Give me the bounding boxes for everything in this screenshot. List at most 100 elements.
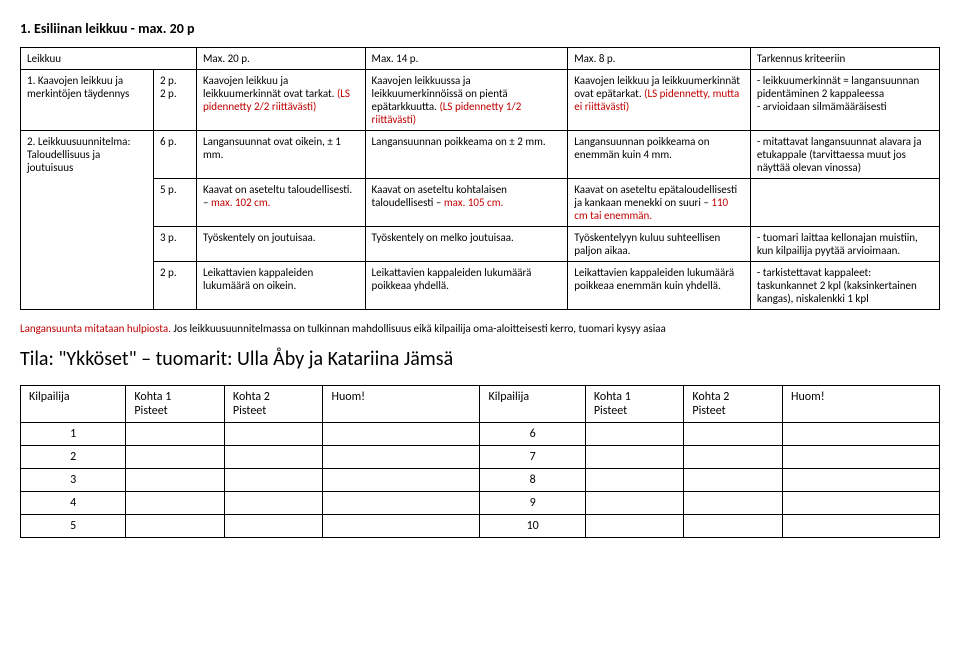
score-cell xyxy=(126,515,225,538)
score-cell xyxy=(684,423,783,446)
score-cell xyxy=(585,423,684,446)
row3-c5 xyxy=(750,179,939,227)
header-leikkuu: Leikkuu xyxy=(21,48,154,70)
sh-k1-1b: Pisteet xyxy=(134,404,167,418)
row2-c3: Langansuunnan poikkeama on ± 2 mm. xyxy=(365,131,568,179)
score-cell xyxy=(684,469,783,492)
row1-c4: Kaavojen leikkuu ja leikkuumerkinnät ova… xyxy=(568,70,751,131)
row5-c4: Leikattavien kappaleiden lukumäärä poikk… xyxy=(568,262,751,310)
score-cell xyxy=(323,469,480,492)
score-row: 4 xyxy=(21,492,126,515)
row5-c2: Leikattavien kappaleiden lukumäärä on oi… xyxy=(197,262,366,310)
row2-c4: Langansuunnan poikkeama on enemmän kuin … xyxy=(568,131,751,179)
score-row: 2 xyxy=(21,446,126,469)
score-cell xyxy=(224,423,323,446)
score-cell xyxy=(224,492,323,515)
row3-c4: Kaavat on aseteltu epätaloudellisesti ja… xyxy=(568,179,751,227)
sh-huom-2: Huom! xyxy=(783,386,940,423)
score-cell xyxy=(585,492,684,515)
row2-label: 2. Leikkuusuunnitelma: Taloudellisuus ja… xyxy=(21,131,154,310)
score-cell xyxy=(585,515,684,538)
sh-k1-2a: Kohta 1 xyxy=(594,390,631,404)
score-cell xyxy=(585,446,684,469)
row1-c2a: Kaavojen leikkuu ja leikkuumerkinnät ova… xyxy=(203,74,334,100)
score-cell xyxy=(126,492,225,515)
sh-kilpailija-2: Kilpailija xyxy=(480,386,585,423)
score-cell xyxy=(585,469,684,492)
score-cell xyxy=(684,515,783,538)
row1-label: 1. Kaavojen leikkuu ja merkintöjen täyde… xyxy=(21,70,154,131)
row1-c1a: 2 p. xyxy=(160,74,190,87)
sh-huom-1: Huom! xyxy=(323,386,480,423)
row2-c5: mitattavat langansuunnat alavara ja etuk… xyxy=(750,131,939,179)
score-row: 9 xyxy=(480,492,585,515)
row2-c5-1: mitattavat langansuunnat alavara ja etuk… xyxy=(757,135,933,174)
row4-pts: 3 p. xyxy=(154,227,197,262)
score-table: Kilpailija Kohta 1 Pisteet Kohta 2 Piste… xyxy=(20,385,940,538)
score-cell xyxy=(126,469,225,492)
row5-c5: tarkistettavat kappaleet: taskunkannet 2… xyxy=(750,262,939,310)
score-cell xyxy=(783,469,940,492)
sh-k2-2: Kohta 2 Pisteet xyxy=(684,386,783,423)
score-cell xyxy=(783,492,940,515)
row1-c1b: 2 p. xyxy=(160,87,190,100)
score-row: 7 xyxy=(480,446,585,469)
header-tarkennus: Tarkennus kriteeriin xyxy=(750,48,939,70)
score-cell xyxy=(684,492,783,515)
score-row: 1 xyxy=(21,423,126,446)
score-cell xyxy=(323,492,480,515)
row5-pts: 2 p. xyxy=(154,262,197,310)
sh-kilpailija-1: Kilpailija xyxy=(21,386,126,423)
header-blank xyxy=(154,48,197,70)
score-cell xyxy=(323,446,480,469)
header-max8: Max. 8 p. xyxy=(568,48,751,70)
page-title: 1. Esiliinan leikkuu - max. 20 p xyxy=(20,20,940,37)
row3-c2b: max. 102 cm. xyxy=(211,196,270,209)
footnote-b: Jos leikkuusuunnitelmassa on tulkinnan m… xyxy=(173,322,665,335)
score-row: 6 xyxy=(480,423,585,446)
score-row: 8 xyxy=(480,469,585,492)
row1-c5-2: arvioidaan silmämääräisesti xyxy=(757,100,933,113)
score-cell xyxy=(224,515,323,538)
score-cell xyxy=(323,515,480,538)
score-cell xyxy=(126,446,225,469)
score-cell xyxy=(783,423,940,446)
score-row: 3 xyxy=(21,469,126,492)
sh-k1-2: Kohta 1 Pisteet xyxy=(585,386,684,423)
score-cell xyxy=(224,469,323,492)
row3-c2: Kaavat on aseteltu taloudellisesti. – ma… xyxy=(197,179,366,227)
score-cell xyxy=(224,446,323,469)
sh-k2-2b: Pisteet xyxy=(692,404,725,418)
score-cell xyxy=(783,515,940,538)
score-cell xyxy=(126,423,225,446)
score-row: 5 xyxy=(21,515,126,538)
row5-c5-1: tarkistettavat kappaleet: taskunkannet 2… xyxy=(757,266,933,305)
score-row: 10 xyxy=(480,515,585,538)
header-max14: Max. 14 p. xyxy=(365,48,568,70)
score-cell xyxy=(684,446,783,469)
sh-k2-1a: Kohta 2 xyxy=(233,390,270,404)
row4-c3: Työskentely on melko joutuisaa. xyxy=(365,227,568,262)
row4-c5-1: tuomari laittaa kellonajan muistiin, kun… xyxy=(757,231,933,257)
sh-k2-1b: Pisteet xyxy=(233,404,266,418)
criteria-table: Leikkuu Max. 20 p. Max. 14 p. Max. 8 p. … xyxy=(20,47,940,310)
section-title: Tila: "Ykköset" – tuomarit: Ulla Åby ja … xyxy=(20,347,940,371)
row2-pts: 6 p. xyxy=(154,131,197,179)
row5-c3: Leikattavien kappaleiden lukumäärä poikk… xyxy=(365,262,568,310)
sh-k2-1: Kohta 2 Pisteet xyxy=(224,386,323,423)
row1-c2: Kaavojen leikkuu ja leikkuumerkinnät ova… xyxy=(197,70,366,131)
row3-c3: Kaavat on aseteltu kohtalaisen taloudell… xyxy=(365,179,568,227)
row1-c5-1: leikkuumerkinnät = langansuunnan pidentä… xyxy=(757,74,933,100)
row1-c5: leikkuumerkinnät = langansuunnan pidentä… xyxy=(750,70,939,131)
row4-c4: Työskentelyyn kuluu suhteellisen paljon … xyxy=(568,227,751,262)
sh-k2-2a: Kohta 2 xyxy=(692,390,729,404)
footnote: Langansuunta mitataan hulpiosta. Jos lei… xyxy=(20,322,940,335)
sh-k1-1: Kohta 1 Pisteet xyxy=(126,386,225,423)
sh-k1-2b: Pisteet xyxy=(594,404,627,418)
row1-pts: 2 p. 2 p. xyxy=(154,70,197,131)
row3-pts: 5 p. xyxy=(154,179,197,227)
row1-c3: Kaavojen leikkuussa ja leikkuumerkinnöis… xyxy=(365,70,568,131)
row4-c2: Työskentely on joutuisaa. xyxy=(197,227,366,262)
sh-k1-1a: Kohta 1 xyxy=(134,390,171,404)
row2-c2: Langansuunnat ovat oikein, ± 1 mm. xyxy=(197,131,366,179)
